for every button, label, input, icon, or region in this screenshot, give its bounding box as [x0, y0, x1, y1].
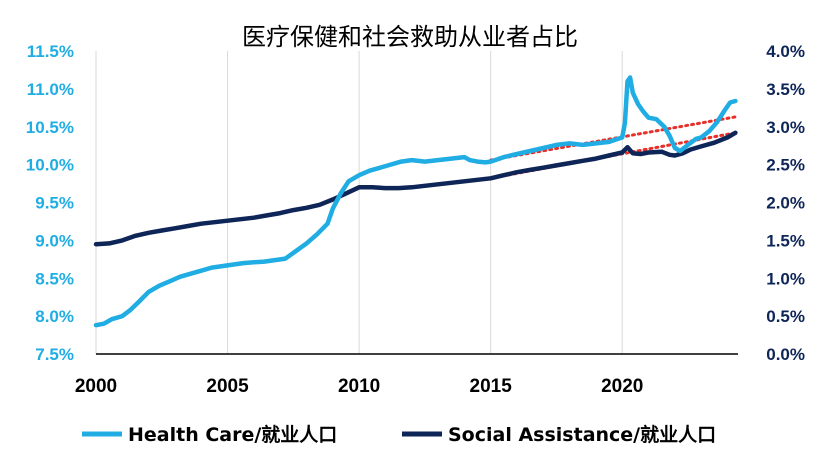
x-axis-ticks: 2000 2005 2010 2015 2020: [75, 376, 644, 397]
right-tick-label: 2.0%: [766, 194, 805, 213]
left-tick-label: 9.0%: [35, 231, 74, 250]
right-axis-ticks: 0.0% 0.5% 1.0% 1.5% 2.0% 2.5% 3.0% 3.5% 4.0%: [766, 42, 805, 364]
legend-label-social-assistance: Social Assistance/就业人口: [448, 423, 716, 446]
left-tick-label: 10.0%: [26, 156, 74, 175]
legend-label-health-care: Health Care/就业人口: [128, 423, 337, 446]
left-tick-label: 9.5%: [35, 194, 74, 213]
left-tick-label: 7.5%: [35, 345, 74, 364]
legend: Health Care/就业人口 Social Assistance/就业人口: [82, 423, 716, 446]
right-tick-label: 1.0%: [766, 269, 805, 288]
left-tick-label: 11.5%: [27, 42, 74, 61]
right-tick-label: 3.0%: [766, 118, 805, 137]
left-tick-label: 8.0%: [35, 307, 74, 326]
x-tick-label: 2020: [601, 376, 643, 397]
right-tick-label: 3.5%: [766, 80, 805, 99]
series-line-social-assistance: [93, 130, 738, 247]
left-tick-label: 8.5%: [35, 269, 74, 288]
chart-title: 医疗保健和社会救助从业者占比: [242, 23, 578, 51]
left-tick-label: 11.0%: [27, 80, 74, 99]
x-tick-label: 2005: [206, 376, 249, 397]
right-tick-label: 1.5%: [766, 231, 805, 250]
x-tick-label: 2000: [75, 376, 117, 397]
right-tick-label: 0.0%: [766, 345, 805, 364]
series-lines: [93, 75, 738, 328]
right-tick-label: 4.0%: [766, 42, 805, 61]
left-axis-ticks: 7.5% 8.0% 8.5% 9.0% 9.5% 10.0% 10.5% 11.0% 11.5%: [26, 42, 74, 364]
x-tick-label: 2015: [470, 376, 513, 397]
series-line-health-care: [93, 75, 738, 328]
right-tick-label: 2.5%: [766, 156, 805, 175]
right-tick-label: 0.5%: [766, 307, 805, 326]
x-tick-label: 2010: [338, 376, 380, 397]
left-tick-label: 10.5%: [26, 118, 74, 137]
vertical-grid: [95, 51, 623, 354]
